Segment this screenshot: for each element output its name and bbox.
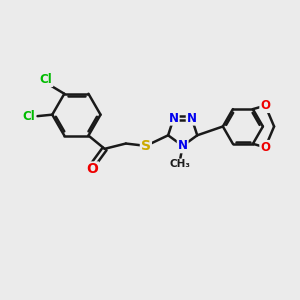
Text: N: N [178, 140, 188, 152]
Text: CH₃: CH₃ [170, 159, 191, 169]
Text: S: S [141, 139, 151, 153]
Text: N: N [187, 112, 197, 125]
Text: Cl: Cl [40, 73, 52, 86]
Text: N: N [169, 112, 179, 125]
Text: Cl: Cl [22, 110, 35, 123]
Text: O: O [86, 162, 98, 176]
Text: O: O [260, 141, 270, 154]
Text: O: O [260, 99, 270, 112]
